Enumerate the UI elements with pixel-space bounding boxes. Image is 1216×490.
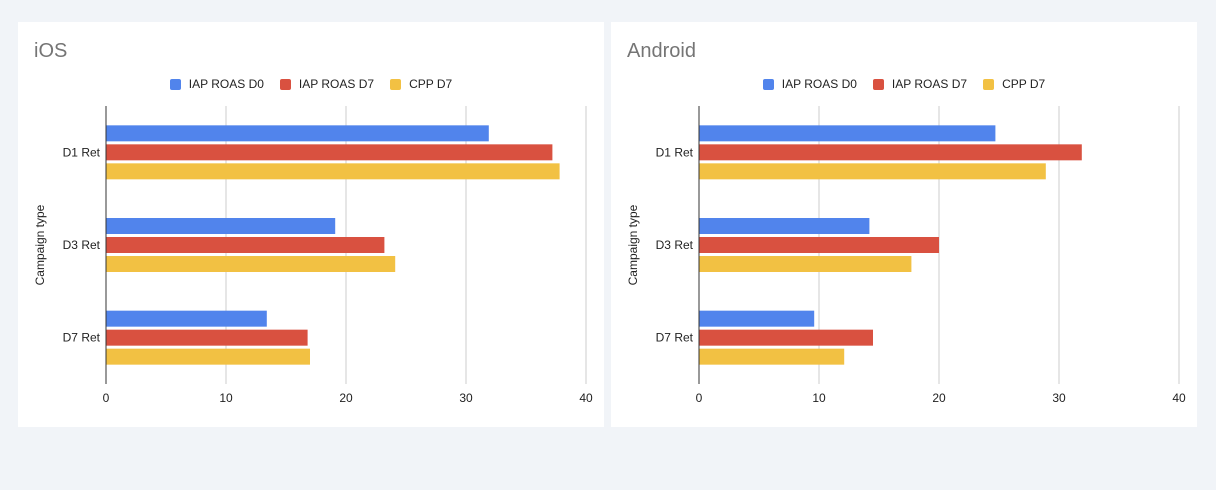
x-tick-label-20: 20	[932, 391, 946, 405]
x-tick-label-20: 20	[339, 391, 353, 405]
bar-d1-ret-cpp-d7	[106, 163, 560, 180]
legend-swatch	[169, 78, 181, 90]
ios-chart-panel: iOS IAP ROAS D0 IAP ROAS D7 CPP D7 0 10 20…	[18, 22, 604, 427]
bar-d3-ret-iap-roas-d0	[106, 218, 336, 234]
x-tick-label-40: 40	[579, 391, 593, 405]
bar-d1-ret-iap-roas-d0	[699, 125, 996, 142]
x-tick-label-10: 10	[812, 391, 826, 405]
legend-swatch	[390, 78, 402, 90]
legend-item-cpp-d7[interactable]: CPP D7	[983, 77, 1045, 91]
bar-d7-ret-iap-roas-d7	[106, 329, 308, 346]
legend-label: CPP D7	[1002, 77, 1046, 91]
y-category-label-d7-ret: D7 Ret	[656, 331, 694, 345]
bar-d3-ret-iap-roas-d0	[699, 218, 870, 234]
bar-d3-ret-iap-roas-d7	[106, 237, 385, 253]
x-tick-label-10: 10	[219, 391, 233, 405]
bar-d7-ret-cpp-d7	[699, 348, 845, 365]
bar-d3-ret-cpp-d7	[106, 256, 396, 272]
legend-item-iap-roas-d7[interactable]: IAP ROAS D7	[279, 77, 375, 91]
legend-label: IAP ROAS D0	[188, 77, 264, 91]
y-category-label-d3-ret: D3 Ret	[63, 238, 101, 252]
y-axis-title: Campaign type	[626, 204, 640, 285]
y-axis-title: Campaign type	[33, 204, 47, 285]
y-category-label-d1-ret: D1 Ret	[656, 145, 694, 159]
legend-item-cpp-d7[interactable]: CPP D7	[390, 77, 452, 91]
chart-legend: IAP ROAS D0 IAP ROAS D7 CPP D7	[18, 77, 604, 91]
legend-swatch	[762, 78, 774, 90]
x-tick-label-30: 30	[1052, 391, 1066, 405]
x-tick-label-40: 40	[1172, 391, 1186, 405]
bar-d1-ret-iap-roas-d7	[106, 144, 553, 161]
chart-title: Android	[627, 40, 696, 62]
legend-item-iap-roas-d0[interactable]: IAP ROAS D0	[762, 77, 857, 91]
bar-d7-ret-iap-roas-d0	[699, 310, 815, 327]
android-chart-panel: Android IAP ROAS D0 IAP ROAS D7 CPP D7 0…	[611, 22, 1197, 427]
legend-label: IAP ROAS D7	[298, 77, 375, 91]
chart-legend: IAP ROAS D0 IAP ROAS D7 CPP D7	[611, 77, 1197, 91]
legend-item-iap-roas-d7[interactable]: IAP ROAS D7	[872, 77, 968, 91]
x-tick-label-0: 0	[696, 391, 703, 405]
bar-d1-ret-cpp-d7	[699, 163, 1046, 180]
bar-d1-ret-iap-roas-d0	[106, 125, 489, 142]
legend-label: IAP ROAS D0	[781, 77, 857, 91]
x-tick-label-0: 0	[103, 391, 110, 405]
bar-d3-ret-cpp-d7	[699, 256, 912, 272]
android-bar-chart: 0 10 20 30 40 D1 Ret D3 Ret D7 Ret Campaign type	[626, 106, 1186, 405]
x-tick-label-30: 30	[459, 391, 473, 405]
ios-bar-chart: 0 10 20 30 40 D1 Ret D3 Ret D7 Ret Campaign type	[33, 106, 593, 405]
legend-swatch	[872, 78, 884, 90]
bar-d3-ret-iap-roas-d7	[699, 237, 939, 253]
legend-label: CPP D7	[409, 77, 453, 91]
legend-swatch	[983, 78, 995, 90]
bar-d7-ret-iap-roas-d0	[106, 310, 267, 327]
bar-d7-ret-cpp-d7	[106, 348, 310, 365]
bar-d7-ret-iap-roas-d7	[699, 329, 873, 346]
y-category-label-d1-ret: D1 Ret	[63, 145, 101, 159]
legend-label: IAP ROAS D7	[891, 77, 968, 91]
legend-swatch	[279, 78, 291, 90]
legend-item-iap-roas-d0[interactable]: IAP ROAS D0	[169, 77, 264, 91]
chart-title: iOS	[34, 40, 68, 62]
bar-d1-ret-iap-roas-d7	[699, 144, 1082, 161]
y-category-label-d3-ret: D3 Ret	[656, 238, 694, 252]
y-category-label-d7-ret: D7 Ret	[63, 331, 101, 345]
